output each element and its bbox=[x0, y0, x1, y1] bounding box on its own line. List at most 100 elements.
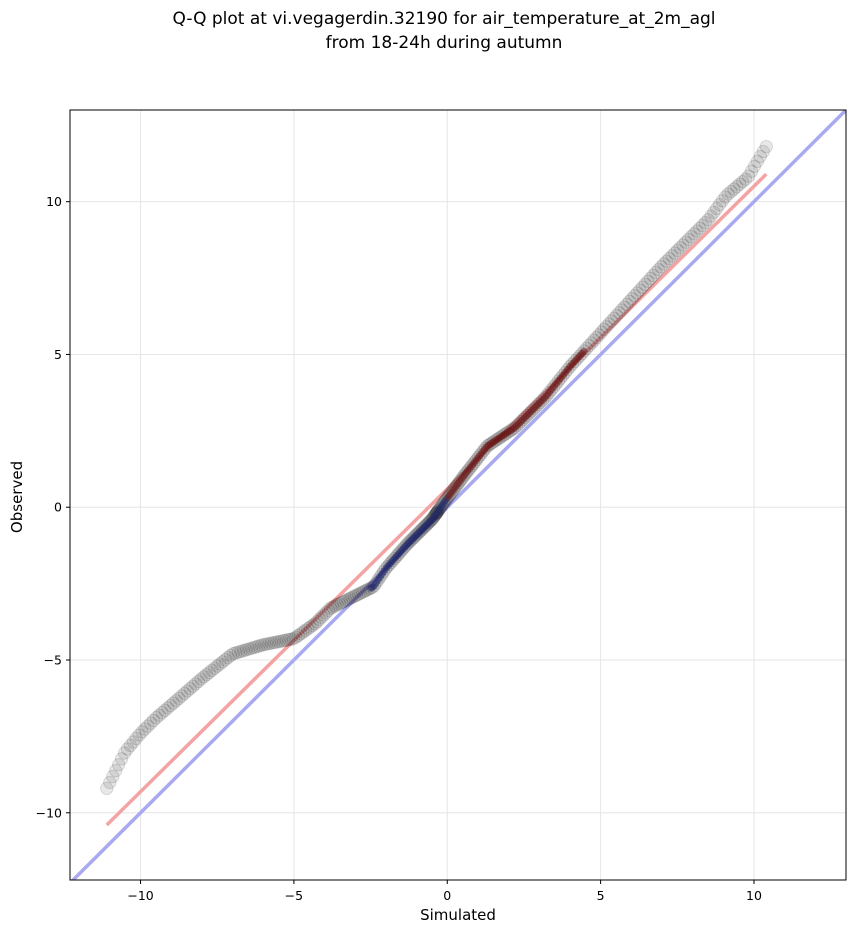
qq-central-point bbox=[517, 417, 526, 425]
qq-point bbox=[547, 380, 561, 394]
qq-point bbox=[730, 179, 744, 194]
qq-central-point bbox=[525, 410, 533, 418]
qq-point bbox=[455, 471, 469, 486]
qq-central-point bbox=[484, 441, 492, 449]
qq-point bbox=[109, 763, 123, 778]
qq-point bbox=[630, 286, 644, 300]
qq-central-point bbox=[381, 565, 389, 573]
qq-point bbox=[236, 643, 251, 658]
qq-point bbox=[478, 441, 493, 455]
qq-point bbox=[407, 530, 421, 545]
qq-point bbox=[750, 154, 765, 169]
chart-title-line2: from 18-24h during autumn bbox=[326, 33, 563, 53]
qq-central-point bbox=[503, 429, 511, 437]
qq-point bbox=[441, 490, 455, 504]
qq-point bbox=[506, 422, 520, 436]
qq-point bbox=[312, 612, 326, 627]
axis-ticks: −10 −5 0 5 10 −10 −5 0 5 10 bbox=[36, 194, 762, 903]
x-axis-label: Simulated bbox=[420, 906, 496, 924]
qq-point bbox=[501, 425, 516, 439]
qq-point bbox=[323, 601, 338, 615]
qq-point bbox=[676, 238, 690, 252]
qq-central-point bbox=[393, 551, 402, 559]
qq-point bbox=[132, 728, 146, 742]
qq-central-point bbox=[385, 561, 393, 569]
qq-central-point bbox=[543, 391, 551, 399]
qq-central-point bbox=[542, 392, 550, 401]
qq-point bbox=[538, 391, 552, 405]
x-tick-label: 10 bbox=[746, 888, 762, 903]
qq-point bbox=[426, 510, 441, 524]
qq-central-point bbox=[434, 507, 442, 515]
fit-line bbox=[105, 172, 768, 827]
qq-point bbox=[305, 618, 320, 633]
qq-point bbox=[326, 600, 340, 614]
qq-point bbox=[430, 505, 444, 519]
qq-point bbox=[371, 573, 385, 587]
qq-central-point bbox=[461, 470, 469, 479]
qq-central-point bbox=[501, 430, 510, 438]
qq-point bbox=[328, 599, 342, 613]
qq-central-point bbox=[430, 512, 438, 520]
qq-central-point bbox=[466, 464, 474, 472]
qq-central-point bbox=[376, 572, 384, 581]
qq-point bbox=[418, 519, 432, 534]
qq-point bbox=[252, 639, 266, 653]
qq-point bbox=[143, 716, 158, 730]
qq-point bbox=[482, 437, 497, 452]
qq-point bbox=[602, 317, 616, 331]
qq-point bbox=[529, 399, 543, 414]
qq-point bbox=[704, 209, 718, 223]
qq-point bbox=[594, 325, 609, 339]
qq-point bbox=[508, 421, 522, 435]
qq-point bbox=[450, 477, 465, 492]
qq-central-point bbox=[565, 363, 573, 372]
qq-central-point bbox=[408, 535, 416, 543]
qq-central-point bbox=[481, 445, 489, 453]
qq-point bbox=[668, 246, 682, 260]
qq-central-point bbox=[474, 453, 483, 461]
qq-central-point bbox=[386, 559, 394, 568]
qq-point bbox=[152, 708, 166, 722]
qq-central-point bbox=[546, 388, 554, 396]
qq-central-point bbox=[476, 451, 484, 460]
qq-point bbox=[169, 694, 183, 708]
qq-point bbox=[527, 402, 541, 416]
qq-point bbox=[120, 742, 135, 756]
qq-point bbox=[542, 385, 556, 400]
qq-point bbox=[286, 631, 301, 646]
qq-central-point bbox=[438, 502, 446, 510]
qq-point bbox=[429, 506, 444, 520]
qq-central-point bbox=[530, 405, 538, 413]
qq-point bbox=[575, 346, 589, 361]
qq-point bbox=[380, 559, 395, 574]
qq-point bbox=[617, 300, 631, 314]
qq-point bbox=[269, 635, 284, 649]
qq-point bbox=[163, 698, 178, 713]
qq-point bbox=[321, 603, 336, 618]
qq-central-point bbox=[498, 432, 506, 440]
qq-central-point bbox=[371, 580, 380, 588]
qq-point bbox=[123, 738, 138, 753]
qq-point bbox=[229, 646, 243, 660]
qq-central-point bbox=[535, 400, 543, 408]
qq-central-point bbox=[551, 382, 559, 390]
qq-central-point bbox=[374, 576, 382, 584]
qq-central-point bbox=[471, 458, 479, 466]
qq-point bbox=[662, 251, 676, 266]
qq-point bbox=[277, 633, 291, 648]
qq-point bbox=[698, 215, 713, 230]
qq-central-point bbox=[563, 366, 571, 375]
qq-point bbox=[402, 535, 417, 549]
qq-point bbox=[456, 469, 471, 483]
qq-central-point bbox=[495, 434, 504, 442]
qq-central-point bbox=[443, 495, 451, 503]
qq-point bbox=[584, 336, 599, 350]
qq-point bbox=[744, 164, 759, 178]
qq-point bbox=[659, 254, 674, 268]
qq-central-point bbox=[391, 554, 399, 562]
qq-point bbox=[646, 268, 660, 283]
qq-point bbox=[308, 617, 322, 631]
qq-central-point bbox=[526, 408, 534, 417]
qq-point bbox=[641, 274, 655, 289]
